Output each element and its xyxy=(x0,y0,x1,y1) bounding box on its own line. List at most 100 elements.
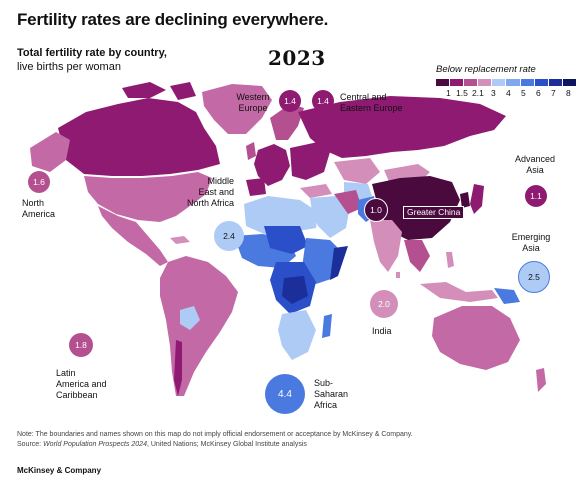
label-line: Western xyxy=(236,92,270,102)
footnote: Note: The boundaries and names shown on … xyxy=(17,430,413,449)
legend-tick: 2.1 xyxy=(472,88,484,98)
label-line: Eastern Europe xyxy=(340,103,403,113)
note-source-prefix: Source: xyxy=(17,440,44,448)
map-middle-east xyxy=(310,196,350,238)
legend-swatch xyxy=(520,79,534,86)
map-mexico xyxy=(98,206,168,266)
legend-tick: 5 xyxy=(521,88,526,98)
label-line: Saharan xyxy=(314,389,349,399)
label-line: India xyxy=(372,326,392,336)
legend-swatch xyxy=(492,79,506,86)
label-line: Europe xyxy=(238,103,268,113)
label-north-america: North America xyxy=(22,198,72,220)
year-label: 2023 xyxy=(268,46,326,70)
map-arctic-islands xyxy=(122,82,196,100)
map-australia xyxy=(432,306,520,370)
legend-swatch xyxy=(548,79,562,86)
chart-subtitle: Total fertility rate by country, live bi… xyxy=(17,46,167,74)
legend-tick: 3 xyxy=(491,88,496,98)
label-line: North xyxy=(22,198,45,208)
legend-tick: 4 xyxy=(506,88,511,98)
bubble-north-america: 1.6 xyxy=(28,171,50,193)
label-line: Advanced xyxy=(514,154,556,164)
subtitle-bold: Total fertility rate by country, xyxy=(17,47,167,59)
legend: Below replacement rate 1 1.5 2.1 3 4 5 6… xyxy=(436,64,576,100)
page-title: Fertility rates are declining everywhere… xyxy=(17,10,329,29)
map-scandinavia xyxy=(270,104,304,140)
label-mena: Middle East and North Africa xyxy=(176,176,234,209)
map-chile xyxy=(174,340,182,396)
legend-ticks: 1 1.5 2.1 3 4 5 6 7 8 xyxy=(436,88,576,100)
label-central-eastern-europe: Central and Eastern Europe xyxy=(340,92,420,114)
map-greenland xyxy=(202,84,272,134)
label-greater-china: Greater China xyxy=(403,206,465,219)
label-emerging-asia: Emerging Asia xyxy=(504,232,558,254)
map-usa xyxy=(84,172,212,222)
bubble-central-eastern-europe: 1.4 xyxy=(312,90,334,112)
map-new-zealand xyxy=(536,368,546,392)
map-madagascar xyxy=(322,314,332,338)
label-line: East and xyxy=(198,187,234,197)
note-source-title: World Population Prospects 2024 xyxy=(43,440,147,448)
label-line: Asia xyxy=(526,165,544,175)
brand-logo: McKinsey & Company xyxy=(17,466,102,475)
legend-tick: 7 xyxy=(551,88,556,98)
label-advanced-asia: Advanced Asia xyxy=(508,154,562,176)
label-sub-saharan-africa: Sub- Saharan Africa xyxy=(314,378,364,411)
label-line: Africa xyxy=(314,400,338,410)
map-south-america xyxy=(160,256,238,396)
map-western-europe xyxy=(254,144,290,186)
legend-tick: 1 xyxy=(446,88,451,98)
label-western-europe: Western Europe xyxy=(228,92,278,114)
map-korea xyxy=(460,192,470,208)
map-canada xyxy=(58,98,220,176)
map-new-guinea xyxy=(494,288,520,304)
legend-tick: 8 xyxy=(566,88,571,98)
legend-swatches xyxy=(436,79,576,86)
map-drc xyxy=(282,276,308,304)
legend-swatch xyxy=(506,79,520,86)
label-line: America and xyxy=(56,379,107,389)
label-line: Middle xyxy=(207,176,234,186)
label-line: Sub- xyxy=(314,378,334,388)
legend-swatch xyxy=(450,79,464,86)
legend-tick: 1.5 xyxy=(456,88,468,98)
map-bolivia xyxy=(180,306,200,330)
map-philippines xyxy=(446,252,454,268)
legend-swatch xyxy=(534,79,548,86)
label-india: India xyxy=(372,326,412,337)
label-line: Latin xyxy=(56,368,76,378)
label-line: Asia xyxy=(522,243,540,253)
legend-tick: 6 xyxy=(536,88,541,98)
map-india xyxy=(370,220,402,272)
label-latam: Latin America and Caribbean xyxy=(56,368,126,401)
map-eastern-europe xyxy=(290,142,330,180)
map-kazakhstan xyxy=(334,158,380,184)
bubble-mena: 2.4 xyxy=(214,221,244,251)
label-line: Caribbean xyxy=(56,390,98,400)
bubble-latam: 1.8 xyxy=(69,333,93,357)
bubble-sub-saharan-africa: 4.4 xyxy=(265,374,305,414)
map-japan xyxy=(470,184,484,214)
label-line: America xyxy=(22,209,56,219)
legend-swatch xyxy=(562,79,576,86)
legend-title: Below replacement rate xyxy=(436,64,536,75)
map-southern-africa xyxy=(278,310,316,360)
label-line: Emerging xyxy=(511,232,551,242)
bubble-greater-china: 1.0 xyxy=(364,198,388,222)
map-turkey xyxy=(300,184,332,198)
bubble-advanced-asia: 1.1 xyxy=(525,185,547,207)
legend-swatch xyxy=(464,79,478,86)
map-iran xyxy=(334,190,362,214)
legend-swatch xyxy=(478,79,492,86)
map-russia xyxy=(298,96,506,158)
map-north-africa xyxy=(244,196,318,234)
note-source-rest: , United Nations; McKinsey Global Instit… xyxy=(146,440,307,448)
subtitle-rest: live births per woman xyxy=(17,61,121,73)
legend-swatch xyxy=(436,79,450,86)
map-se-asia xyxy=(404,240,430,272)
map-alaska xyxy=(30,132,70,172)
label-line: Central and xyxy=(340,92,387,102)
map-uk xyxy=(246,142,256,160)
